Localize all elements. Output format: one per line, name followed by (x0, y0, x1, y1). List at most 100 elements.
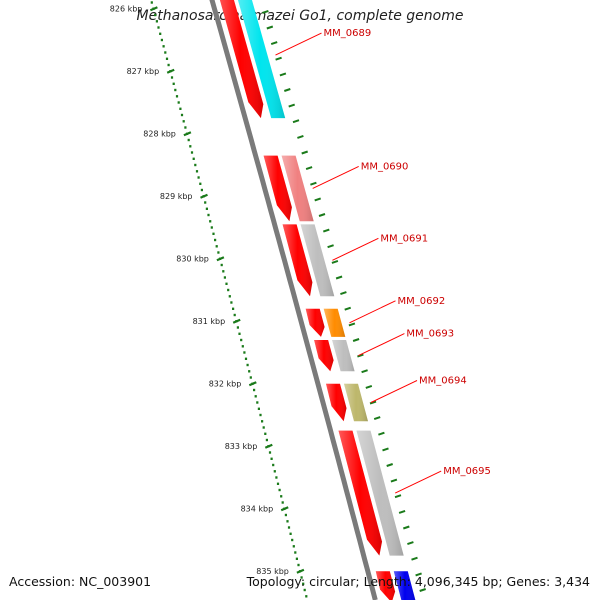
outer-tick (262, 9, 269, 14)
gene-label[interactable]: MM_0690 (361, 161, 409, 172)
minor-tick (257, 407, 260, 410)
outer-tick (411, 556, 418, 561)
minor-tick (246, 363, 249, 367)
minor-tick (179, 107, 182, 110)
gene-feature[interactable] (282, 224, 335, 297)
major-tick (296, 568, 305, 574)
major-tick (248, 381, 257, 387)
minor-tick (300, 576, 303, 579)
minor-tick (265, 438, 268, 442)
minor-tick (297, 563, 300, 567)
gene-feature[interactable] (218, 0, 286, 119)
minor-tick (164, 51, 167, 54)
gene-leader-line (358, 333, 405, 357)
minor-tick (225, 282, 228, 285)
gene-label[interactable]: MM_0689 (324, 28, 372, 39)
outer-tick (335, 275, 343, 280)
minor-tick (291, 538, 294, 542)
minor-tick (184, 126, 187, 129)
outer-tick (402, 525, 410, 530)
gene-feature[interactable] (305, 308, 346, 337)
minor-tick (159, 32, 162, 35)
major-tick (264, 443, 273, 449)
genome-backbone (209, 0, 378, 600)
outer-tick (382, 447, 389, 452)
minor-tick (180, 113, 184, 117)
minor-tick (287, 526, 291, 529)
gene-label[interactable]: MM_0694 (419, 376, 467, 387)
outer-tick (297, 134, 304, 139)
outer-tick (394, 494, 402, 499)
minor-tick (222, 270, 225, 273)
minor-tick (160, 38, 163, 42)
minor-tick (205, 207, 208, 210)
outer-tick (266, 25, 274, 30)
gene-feature[interactable] (375, 571, 416, 600)
minor-tick (150, 1, 153, 4)
kbp-tick-label: 830 kbp (176, 255, 209, 264)
minor-tick (275, 476, 278, 479)
gene-label[interactable]: MM_0695 (443, 466, 491, 477)
major-tick (183, 131, 192, 137)
gene-feature[interactable] (326, 383, 368, 422)
outer-tick (407, 541, 414, 546)
gene-label[interactable]: MM_0693 (406, 329, 454, 340)
minor-tick (207, 213, 210, 217)
gene-label[interactable]: MM_0692 (398, 296, 446, 307)
minor-tick (174, 88, 177, 92)
minor-tick (182, 120, 185, 123)
minor-tick (232, 307, 235, 310)
gene-feature[interactable] (314, 340, 355, 372)
minor-tick (177, 101, 180, 104)
minor-tick (157, 26, 160, 29)
minor-tick (197, 176, 200, 179)
gene-feature[interactable] (263, 155, 314, 222)
major-tick (149, 6, 158, 12)
minor-tick (195, 170, 199, 173)
minor-tick (303, 588, 306, 592)
minor-tick (249, 376, 252, 379)
accession-text: Accession: NC_003901 (9, 574, 152, 589)
minor-tick (170, 76, 174, 79)
minor-tick (192, 157, 195, 160)
minor-tick (215, 245, 218, 248)
minor-tick (292, 545, 295, 548)
minor-tick (248, 370, 251, 373)
major-tick (280, 506, 289, 512)
gene-leader-line (370, 380, 418, 403)
minor-tick (217, 251, 220, 254)
gene-feature[interactable] (338, 430, 404, 556)
gene-label[interactable]: MM_0691 (380, 233, 428, 244)
minor-tick (199, 182, 202, 185)
minor-tick (220, 263, 223, 267)
gene-leader-line (312, 165, 359, 189)
minor-tick (194, 163, 197, 167)
minor-tick (244, 357, 248, 360)
kbp-tick-label: 835 kbp (256, 567, 289, 576)
outer-tick (327, 244, 334, 249)
minor-tick (270, 457, 273, 460)
gene-leader-line (275, 32, 322, 56)
outer-tick (348, 322, 356, 327)
outer-tick (314, 197, 322, 202)
minor-tick (189, 145, 192, 148)
minor-tick (278, 488, 281, 492)
minor-tick (286, 520, 289, 523)
outer-tick (292, 119, 300, 124)
minor-tick (240, 338, 243, 342)
kbp-tick-label: 828 kbp (143, 130, 176, 139)
minor-tick (262, 426, 265, 429)
genome-summary-text: Topology: circular; Length: 4,096,345 bp… (246, 574, 590, 589)
outer-tick (365, 384, 373, 389)
outer-tick (390, 478, 398, 483)
kbp-tick-label: 833 kbp (225, 442, 258, 451)
minor-tick (264, 432, 267, 435)
minor-tick (175, 95, 179, 98)
minor-tick (204, 201, 207, 204)
minor-tick (167, 63, 170, 67)
minor-tick (228, 295, 231, 298)
minor-tick (187, 138, 190, 142)
outer-tick (322, 228, 330, 233)
kbp-tick-label: 832 kbp (209, 380, 242, 389)
